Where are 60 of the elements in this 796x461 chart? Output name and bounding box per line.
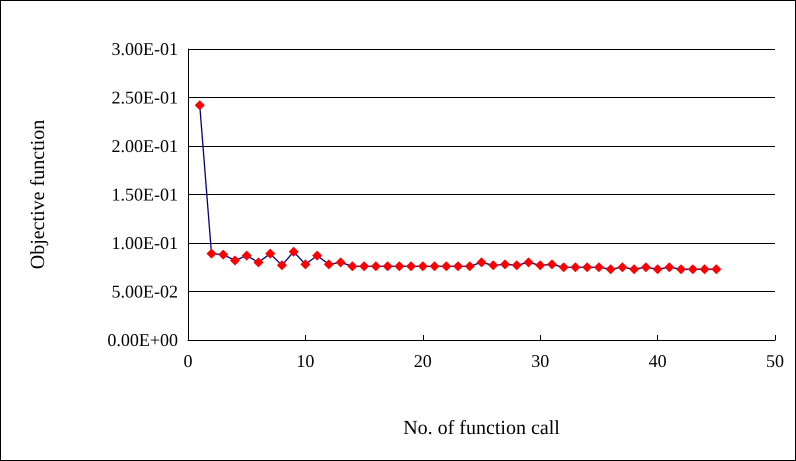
point [688, 264, 698, 274]
x-tick-label: 50 [766, 351, 784, 371]
y-tick-label: 1.50E-01 [112, 184, 178, 204]
y-tick-label: 3.00E-01 [112, 39, 178, 59]
point [218, 250, 228, 260]
point [418, 261, 428, 272]
point [394, 261, 404, 272]
point [700, 264, 710, 274]
x-tick-label: 10 [296, 351, 314, 371]
point [546, 259, 557, 270]
point [488, 260, 498, 270]
point [194, 100, 205, 110]
point [300, 259, 310, 270]
x-tick-label: 40 [648, 351, 667, 371]
point [430, 261, 440, 272]
point [629, 264, 640, 274]
point [453, 261, 464, 272]
x-tick-label: 30 [531, 351, 550, 371]
point [312, 250, 322, 261]
point [664, 262, 674, 272]
y-tick-label: 5.00E-02 [112, 282, 178, 302]
point [382, 261, 393, 272]
y-tick-label: 2.00E-01 [112, 136, 178, 156]
y-tick-label: 2.50E-01 [112, 88, 178, 108]
point [359, 261, 370, 272]
point [324, 259, 334, 270]
point [441, 261, 452, 272]
point [652, 264, 663, 274]
point [570, 262, 580, 272]
point [617, 262, 628, 272]
point [523, 257, 534, 268]
point [464, 261, 475, 272]
point [288, 246, 299, 257]
point [347, 261, 358, 272]
point [535, 260, 546, 270]
point [265, 248, 276, 259]
point [206, 248, 216, 259]
y-tick-label: 1.00E-01 [112, 233, 178, 253]
point [711, 264, 722, 274]
point [558, 262, 569, 272]
x-tick-label: 0 [184, 351, 192, 371]
point [500, 259, 510, 270]
point [582, 262, 592, 272]
x-axis-title: No. of function call [403, 417, 560, 439]
point [242, 250, 252, 261]
point [276, 260, 287, 270]
y-axis-title: Objective function [27, 120, 49, 270]
point [230, 255, 240, 266]
point [676, 264, 686, 274]
point [606, 264, 616, 274]
x-tick-label: 20 [414, 351, 432, 371]
point [640, 262, 651, 272]
point [336, 257, 346, 268]
y-tick-label: 0.00E+00 [107, 330, 178, 350]
point [406, 261, 416, 272]
point [512, 260, 522, 270]
point [370, 261, 381, 272]
point [253, 257, 264, 268]
point [594, 262, 604, 272]
point [476, 257, 486, 268]
